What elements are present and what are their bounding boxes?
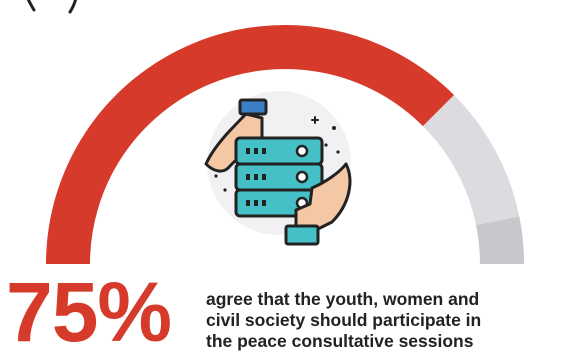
- description-line-3: the peace consultative sessions: [206, 331, 474, 351]
- description-line-1: agree that the youth, women and: [206, 289, 480, 309]
- percentage-value: 75%: [6, 265, 172, 359]
- partial-ring-fragment: [26, 0, 36, 12]
- hands-holding-server-icon: [204, 91, 352, 246]
- gauge-filled-arc: [46, 25, 454, 265]
- partial-ring-fragment-2: [68, 0, 78, 14]
- gauge-remaining-shadow-arc: [476, 216, 524, 265]
- gauge-description: agree that the youth, women and civil so…: [206, 289, 566, 352]
- description-line-2: civil society should participate in: [206, 310, 482, 330]
